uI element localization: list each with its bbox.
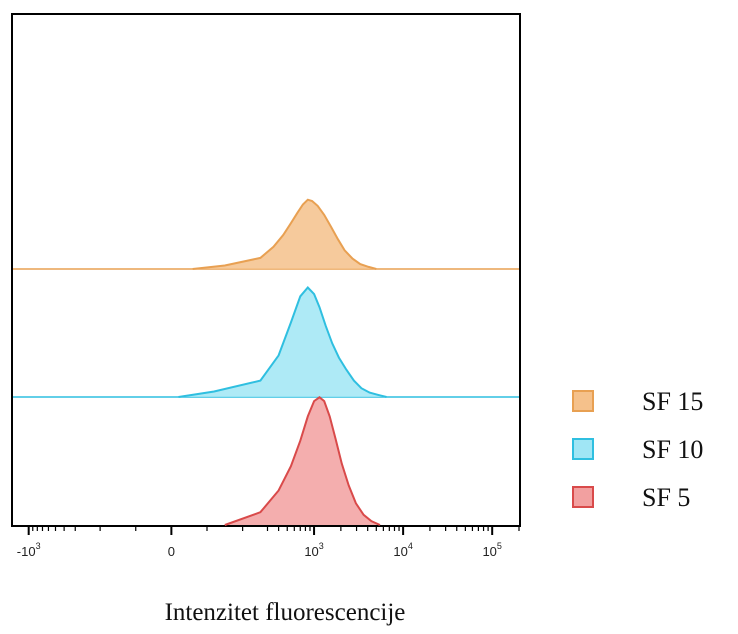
legend-swatch (572, 486, 594, 508)
histogram-fill-sf-5 (224, 397, 380, 525)
legend-label: SF 10 (642, 435, 703, 464)
x-tick-label: 104 (393, 541, 412, 559)
plot-frame (11, 13, 521, 527)
legend-label: SF 15 (642, 387, 703, 416)
legend-label: SF 5 (642, 483, 690, 512)
histogram-fill-sf-10 (178, 287, 387, 397)
x-tick-label: 105 (482, 541, 501, 559)
x-tick-label: 103 (304, 541, 323, 559)
legend: SF 15 SF 10 SF 5 (572, 387, 703, 512)
x-axis-label: Intenzitet fluorescencije (165, 599, 406, 626)
x-tick-label: 0 (168, 544, 175, 559)
histogram-line-sf-5 (224, 396, 381, 526)
legend-swatch (572, 390, 594, 412)
histogram-line-sf-10 (178, 286, 387, 398)
legend-swatch (572, 438, 594, 460)
x-axis: -103 0 103 104 105 (17, 526, 520, 559)
series-layer (13, 198, 519, 526)
histogram-line-sf-15 (192, 198, 377, 270)
x-tick-label: -103 (17, 541, 41, 559)
